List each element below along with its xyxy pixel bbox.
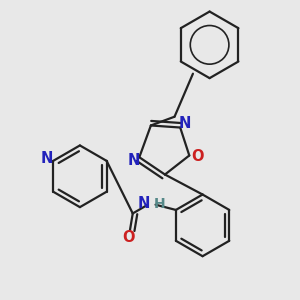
Text: O: O (122, 230, 134, 245)
Text: N: N (178, 116, 191, 131)
Text: N: N (41, 151, 53, 166)
Text: N: N (128, 152, 140, 167)
Text: O: O (191, 149, 203, 164)
Text: N: N (137, 196, 150, 211)
Text: H: H (154, 197, 165, 211)
